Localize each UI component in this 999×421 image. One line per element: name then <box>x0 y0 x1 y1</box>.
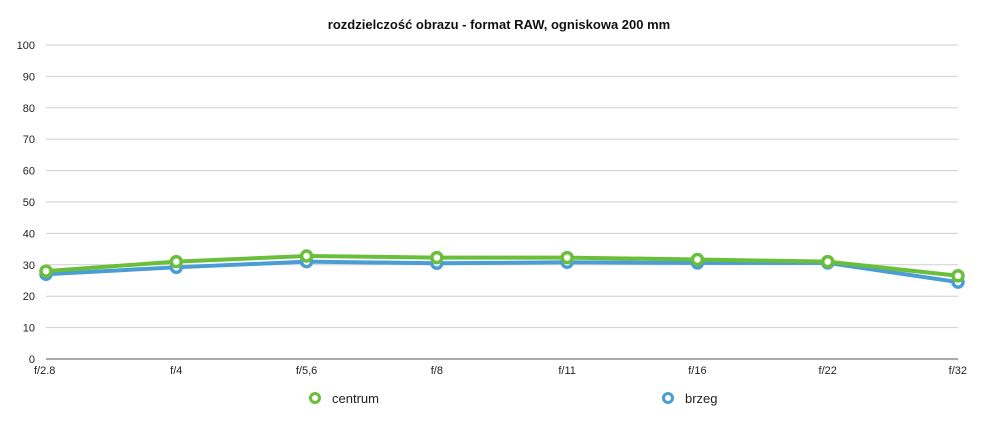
legend-item-centrum: centrum <box>309 391 379 406</box>
data-point <box>430 250 444 265</box>
data-point <box>820 254 835 269</box>
data-point <box>690 252 705 267</box>
y-axis-ticks: 0 10 20 30 40 50 60 70 80 90 100 <box>17 40 35 366</box>
legend-item-brzeg: brzeg <box>662 391 718 406</box>
y-tick-label: 70 <box>23 134 35 146</box>
data-point <box>169 254 184 269</box>
series-centrum <box>39 249 965 283</box>
x-tick-label: f/32 <box>949 365 967 377</box>
gridlines <box>46 44 958 329</box>
legend-marker <box>662 392 674 404</box>
legend-label: brzeg <box>685 391 718 406</box>
y-tick-label: 30 <box>23 260 35 272</box>
data-point <box>299 249 314 263</box>
chart-title: rozdzielczość obrazu - format RAW, ognis… <box>328 17 670 32</box>
x-tick-label: f/4 <box>170 365 182 377</box>
y-tick-label: 90 <box>23 71 35 83</box>
data-point <box>560 250 574 265</box>
y-tick-label: 20 <box>23 291 35 303</box>
data-point <box>951 269 965 283</box>
series-layer <box>39 249 965 289</box>
y-tick-label: 10 <box>23 323 35 335</box>
x-tick-label: f/22 <box>819 365 837 377</box>
x-tick-label: f/5,6 <box>296 365 317 377</box>
chart-legend: centrum brzeg <box>309 391 718 406</box>
series-line <box>44 254 960 278</box>
y-tick-label: 60 <box>23 166 35 178</box>
legend-marker <box>309 392 321 404</box>
y-tick-label: 80 <box>23 103 35 115</box>
y-tick-label: 40 <box>23 228 35 240</box>
y-tick-label: 100 <box>17 40 35 52</box>
data-point <box>39 264 53 278</box>
y-tick-label: 0 <box>29 354 35 366</box>
x-tick-label: f/2.8 <box>34 365 55 377</box>
legend-label: centrum <box>332 391 379 406</box>
x-tick-label: f/11 <box>558 365 576 377</box>
x-tick-label: f/16 <box>688 365 706 377</box>
y-tick-label: 50 <box>23 197 35 209</box>
x-axis-ticks: f/2.8 f/4 f/5,6 f/8 f/11 f/16 f/22 f/32 <box>34 365 967 377</box>
x-tick-label: f/8 <box>431 365 443 377</box>
